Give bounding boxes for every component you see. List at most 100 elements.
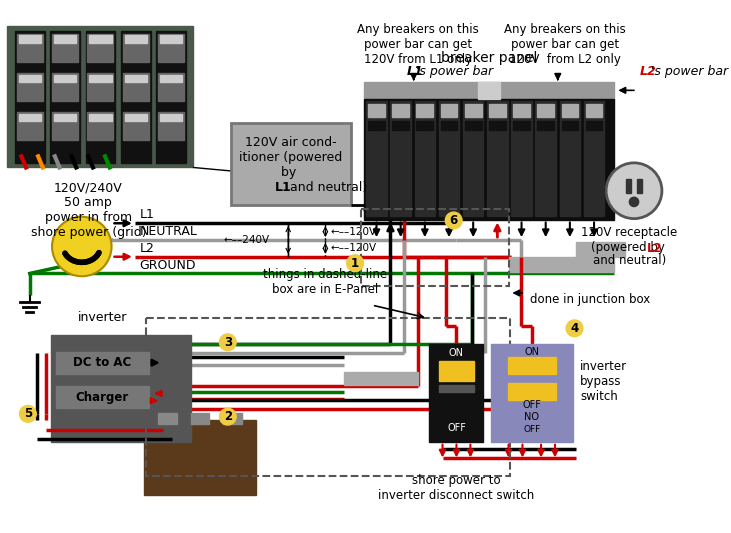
Bar: [89, 114, 112, 121]
Text: 120V air cond-
itioner (powered
by: 120V air cond- itioner (powered by: [239, 136, 343, 179]
Bar: [584, 101, 605, 216]
Bar: [123, 72, 148, 101]
Text: Any breakers on this
power bar can get
120V  from L2 only: Any breakers on this power bar can get 1…: [504, 23, 626, 67]
Circle shape: [445, 212, 462, 229]
Bar: [491, 344, 572, 442]
Bar: [344, 372, 418, 385]
Text: L1: L1: [275, 181, 292, 193]
Bar: [124, 75, 147, 82]
Bar: [124, 114, 147, 121]
Text: OFF: OFF: [523, 425, 540, 434]
Bar: [124, 36, 147, 43]
Bar: [158, 112, 184, 140]
Bar: [88, 72, 113, 101]
Bar: [465, 121, 482, 130]
Text: L2: L2: [140, 242, 154, 255]
Bar: [15, 31, 45, 163]
Bar: [439, 361, 474, 381]
Text: 2: 2: [224, 410, 232, 423]
Bar: [86, 31, 115, 163]
Bar: [586, 104, 602, 117]
Bar: [368, 121, 385, 130]
Text: NO: NO: [524, 411, 539, 422]
Circle shape: [346, 255, 363, 272]
Bar: [52, 72, 78, 101]
Bar: [88, 34, 113, 61]
Bar: [18, 114, 41, 121]
Bar: [88, 112, 113, 140]
Bar: [441, 121, 458, 130]
Bar: [536, 101, 556, 216]
Bar: [123, 34, 148, 61]
Bar: [586, 121, 602, 130]
Bar: [366, 101, 387, 216]
Bar: [54, 75, 76, 82]
Bar: [160, 75, 182, 82]
Bar: [7, 26, 194, 167]
Text: breaker panel: breaker panel: [441, 51, 537, 65]
Bar: [89, 75, 112, 82]
Text: shore power to
inverter disconnect switch: shore power to inverter disconnect switc…: [379, 474, 534, 502]
Bar: [626, 179, 632, 192]
Text: L2: L2: [640, 65, 656, 78]
Bar: [507, 383, 556, 400]
Bar: [561, 121, 578, 130]
Text: inverter: inverter: [77, 311, 127, 324]
Circle shape: [629, 197, 639, 207]
Text: ←––120V: ←––120V: [330, 244, 376, 253]
Bar: [365, 99, 613, 220]
Bar: [487, 101, 507, 216]
Text: 's power bar: 's power bar: [417, 65, 493, 78]
Text: 120V receptacle
(powered by: 120V receptacle (powered by: [581, 226, 678, 254]
Bar: [513, 121, 530, 130]
Bar: [360, 209, 510, 286]
Text: 4: 4: [570, 322, 579, 335]
Bar: [18, 36, 41, 43]
Text: and neutral): and neutral): [287, 181, 368, 193]
Bar: [637, 179, 643, 192]
Bar: [56, 352, 148, 374]
Circle shape: [219, 334, 236, 351]
Bar: [489, 121, 506, 130]
Circle shape: [219, 408, 236, 425]
Bar: [489, 104, 506, 117]
Text: ←––120V: ←––120V: [330, 227, 376, 237]
Circle shape: [606, 163, 662, 219]
Bar: [439, 101, 459, 216]
Text: 1: 1: [351, 257, 359, 270]
Bar: [230, 123, 352, 205]
Bar: [156, 31, 186, 163]
Bar: [390, 101, 411, 216]
Text: 3: 3: [224, 336, 232, 349]
Circle shape: [52, 217, 112, 276]
Bar: [510, 257, 613, 272]
Bar: [417, 104, 433, 117]
Bar: [52, 34, 78, 61]
Bar: [365, 82, 613, 99]
Text: ←––240V: ←––240V: [224, 235, 270, 245]
Bar: [89, 36, 112, 43]
Bar: [50, 31, 80, 163]
Bar: [513, 104, 530, 117]
Bar: [17, 72, 43, 101]
Bar: [18, 75, 41, 82]
Bar: [17, 34, 43, 61]
Bar: [537, 121, 554, 130]
Circle shape: [566, 320, 583, 337]
Text: Charger: Charger: [75, 391, 129, 403]
Bar: [52, 112, 78, 140]
Bar: [561, 104, 578, 117]
Bar: [56, 386, 148, 408]
Bar: [123, 112, 148, 140]
Bar: [441, 104, 458, 117]
Bar: [393, 121, 409, 130]
Text: OFF: OFF: [447, 423, 466, 433]
Text: 120V/240V
50 amp
power in from
shore power (grid): 120V/240V 50 amp power in from shore pow…: [31, 181, 146, 239]
Bar: [576, 242, 625, 257]
Bar: [121, 31, 151, 163]
Text: things in dashed-line
box are in E-Panel: things in dashed-line box are in E-Panel: [263, 268, 387, 296]
Bar: [511, 101, 531, 216]
Bar: [478, 82, 500, 99]
Text: inverter
bypass
switch: inverter bypass switch: [580, 360, 627, 403]
Bar: [537, 104, 554, 117]
